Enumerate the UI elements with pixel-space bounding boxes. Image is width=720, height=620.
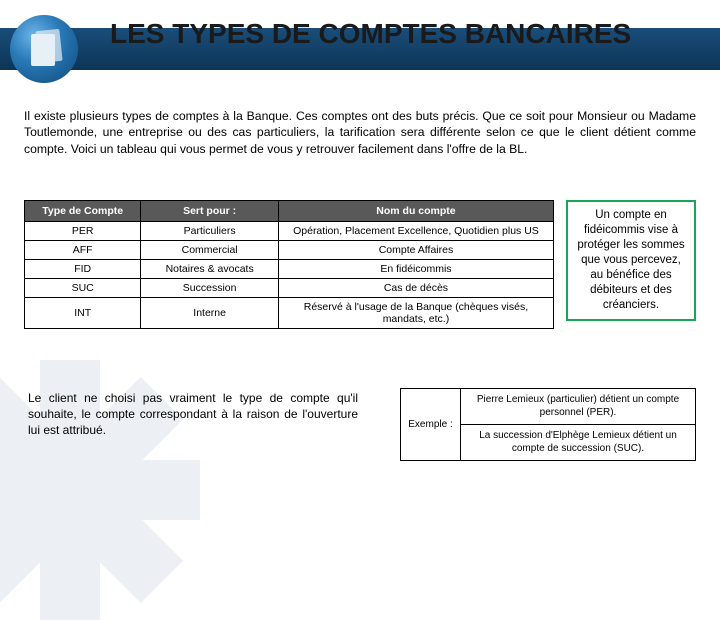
table-cell: Réservé à l'usage de la Banque (chèques …: [278, 298, 553, 329]
table-cell: Commercial: [141, 241, 279, 260]
table-cell: Compte Affaires: [278, 241, 553, 260]
table-cell: PER: [25, 222, 141, 241]
page-title: LES TYPES DE COMPTES BANCAIRES: [110, 18, 631, 50]
fideicommis-callout: Un compte en fidéicommis vise à protéger…: [566, 200, 696, 321]
table-cell: Interne: [141, 298, 279, 329]
table-cell: Opération, Placement Excellence, Quotidi…: [278, 222, 553, 241]
account-types-table: Type de Compte Sert pour : Nom du compte…: [24, 200, 554, 329]
table-cell: SUC: [25, 279, 141, 298]
table-row: FID Notaires & avocats En fidéicommis: [25, 260, 554, 279]
example-item: La succession d'Elphège Lemieux détient …: [461, 424, 695, 460]
table-header: Sert pour :: [141, 201, 279, 222]
document-icon: [10, 15, 78, 83]
table-row: PER Particuliers Opération, Placement Ex…: [25, 222, 554, 241]
table-cell: AFF: [25, 241, 141, 260]
table-row: INT Interne Réservé à l'usage de la Banq…: [25, 298, 554, 329]
example-label: Exemple :: [401, 389, 461, 460]
table-cell: Succession: [141, 279, 279, 298]
intro-paragraph: Il existe plusieurs types de comptes à l…: [24, 108, 696, 157]
table-cell: INT: [25, 298, 141, 329]
table-cell: En fidéicommis: [278, 260, 553, 279]
table-row: AFF Commercial Compte Affaires: [25, 241, 554, 260]
example-box: Exemple : Pierre Lemieux (particulier) d…: [400, 388, 696, 461]
table-cell: Notaires & avocats: [141, 260, 279, 279]
table-cell: Particuliers: [141, 222, 279, 241]
table-row: SUC Succession Cas de décès: [25, 279, 554, 298]
example-item: Pierre Lemieux (particulier) détient un …: [461, 389, 695, 424]
table-header: Nom du compte: [278, 201, 553, 222]
table-cell: Cas de décès: [278, 279, 553, 298]
left-note-paragraph: Le client ne choisi pas vraiment le type…: [28, 390, 358, 439]
table-cell: FID: [25, 260, 141, 279]
table-header: Type de Compte: [25, 201, 141, 222]
